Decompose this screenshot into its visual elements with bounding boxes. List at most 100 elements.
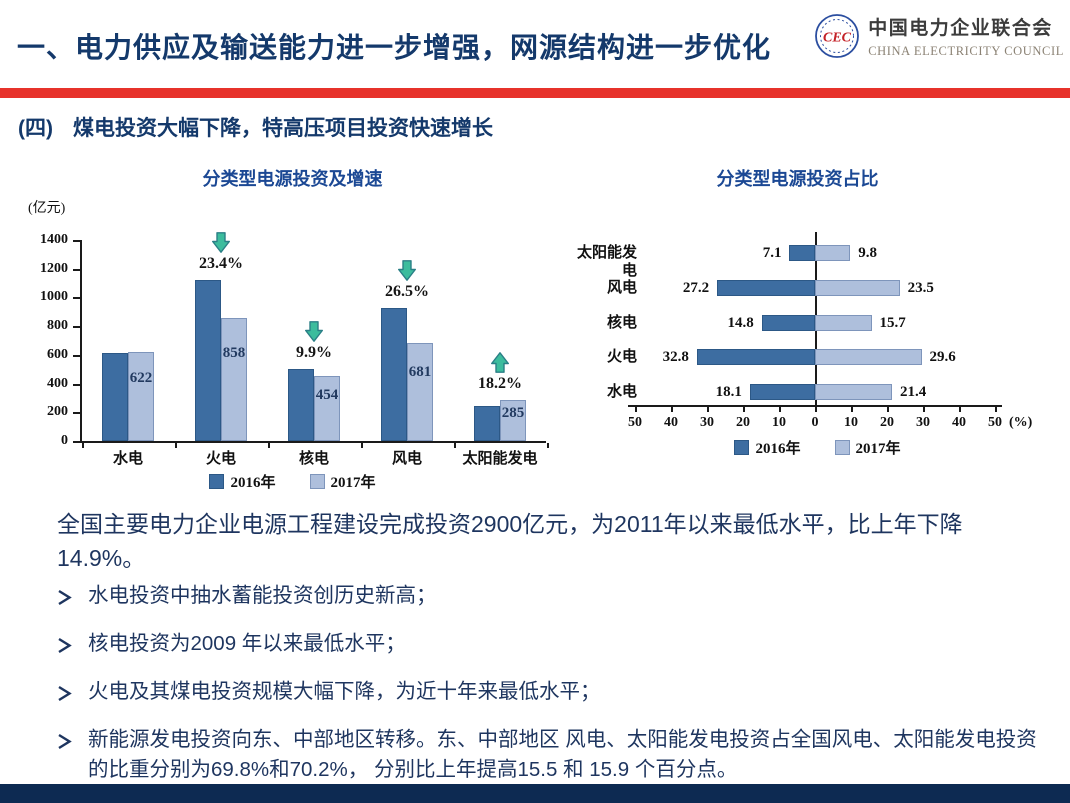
row-category-label: 核电 bbox=[606, 314, 637, 331]
x-category-label: 风电 bbox=[391, 451, 422, 467]
x-tick bbox=[923, 407, 925, 412]
x-category-label: 核电 bbox=[298, 451, 329, 467]
bar-2017-太阳能发电 bbox=[500, 400, 526, 441]
x-tick-label: 20 bbox=[880, 415, 894, 430]
value-label-2016: 27.2 bbox=[682, 279, 710, 296]
x-category-label: 水电 bbox=[112, 451, 143, 467]
bullet-text: 新能源发电投资向东、中部地区转移。东、中部地区 风电、太阳能发电投资占全国风电、… bbox=[88, 728, 1037, 781]
bullet-text: 火电及其煤电投资规模大幅下降，为近十年来最低水平； bbox=[88, 680, 601, 703]
arrowhead-bullet-icon bbox=[57, 725, 88, 785]
bullet-item: 火电及其煤电投资规模大幅下降，为近十年来最低水平； bbox=[57, 677, 1052, 711]
legend-swatch-icon bbox=[834, 440, 850, 455]
bar-2016-风电 bbox=[381, 307, 407, 441]
x-tick bbox=[81, 443, 84, 448]
y-tick-label: 1200 bbox=[40, 260, 68, 276]
growth-pct-label: 9.9% bbox=[296, 343, 332, 361]
y-tick-label: 400 bbox=[47, 375, 68, 391]
y-tick-label: 800 bbox=[47, 318, 68, 334]
growth-pct-label: 18.2% bbox=[478, 375, 522, 393]
bar-2017-太阳能发电 bbox=[815, 245, 851, 261]
x-tick bbox=[546, 443, 549, 448]
x-tick-label: 50 bbox=[628, 415, 642, 430]
x-tick bbox=[743, 407, 745, 412]
x-tick-label: 50 bbox=[988, 415, 1002, 430]
bullet-item: 新能源发电投资向东、中部地区转移。东、中部地区 风电、太阳能发电投资占全国风电、… bbox=[57, 725, 1052, 785]
bar-2016-风电 bbox=[717, 279, 815, 296]
x-tick bbox=[815, 407, 817, 412]
x-tick bbox=[779, 407, 781, 412]
arrowhead-bullet-icon bbox=[57, 629, 88, 663]
bar-2016-核电 bbox=[288, 368, 314, 441]
x-tick-label: 30 bbox=[916, 415, 930, 430]
page-title: 一、电力供应及输送能力进一步增强，网源结构进一步优化 bbox=[17, 32, 772, 63]
y-tick-label: 0 bbox=[61, 433, 68, 448]
legend-label: 2016年 bbox=[230, 475, 276, 491]
y-tick bbox=[73, 240, 80, 242]
chart2-plot: 50 40 30 20 10 0 10 20 30 40 50 (%) 太阳能发电 7.1 9.8 风电 27.… bbox=[565, 165, 1070, 500]
x-axis bbox=[80, 441, 546, 443]
arrowhead-bullet-icon bbox=[57, 581, 88, 615]
value-label-2017: 21.4 bbox=[900, 384, 927, 401]
y-tick bbox=[73, 268, 80, 271]
chart1-legend: 2016年 2017年 bbox=[20, 471, 565, 492]
bar-2016-水电 bbox=[749, 384, 815, 401]
chart1-title: 分类型电源投资及增速 bbox=[202, 169, 383, 189]
legend-label: 2017年 bbox=[855, 441, 901, 457]
x-tick-label: 40 bbox=[664, 415, 678, 430]
bullet-list: 水电投资中抽水蓄能投资创历史新高； 核电投资为2009 年以来最低水平； 火电及… bbox=[57, 581, 1052, 799]
up-arrow-icon bbox=[490, 352, 509, 373]
legend-swatch-icon bbox=[309, 474, 325, 489]
bar-2016-太阳能发电 bbox=[789, 245, 815, 261]
arrowhead-bullet-icon bbox=[57, 677, 88, 711]
x-category-label: 火电 bbox=[205, 451, 236, 467]
logo-text: 中国电力企业联合会 CHINA ELECTRICITY COUNCIL bbox=[868, 13, 1064, 59]
bar-2016-火电 bbox=[195, 280, 221, 441]
x-tick-label: 10 bbox=[844, 415, 858, 430]
legend-label: 2016年 bbox=[755, 441, 801, 457]
legend-item-2017年: 2017年 bbox=[834, 437, 901, 458]
red-divider bbox=[0, 88, 1070, 98]
value-label-2016: 32.8 bbox=[662, 349, 689, 366]
bar-2017-水电 bbox=[128, 351, 154, 441]
x-tick bbox=[671, 407, 673, 412]
y-tick-label: 1000 bbox=[40, 289, 68, 305]
row-category-label: 太阳能发电 bbox=[576, 245, 637, 279]
bar-2016-太阳能发电 bbox=[474, 406, 500, 441]
x-tick-label: 10 bbox=[772, 415, 786, 430]
y-tick-label: 1400 bbox=[40, 232, 68, 247]
y-tick bbox=[73, 412, 80, 415]
bar-2017-核电 bbox=[815, 314, 872, 331]
x-tick bbox=[995, 407, 997, 412]
down-arrow-icon bbox=[304, 320, 323, 342]
value-label-2016: 14.8 bbox=[727, 314, 754, 331]
x-axis bbox=[628, 405, 1002, 407]
chart2-legend: 2016年 2017年 bbox=[565, 437, 1070, 458]
value-label-2017: 29.6 bbox=[929, 349, 956, 366]
y-axis bbox=[80, 240, 82, 443]
x-tick bbox=[959, 407, 961, 412]
logo-org-name-en: CHINA ELECTRICITY COUNCIL bbox=[868, 44, 1064, 58]
bullet-text: 核电投资为2009 年以来最低水平； bbox=[88, 632, 406, 655]
bar-2017-风电 bbox=[815, 279, 900, 296]
y-tick bbox=[73, 354, 80, 357]
bar-value-label: 858 bbox=[222, 345, 246, 362]
value-label-2017: 23.5 bbox=[907, 279, 934, 296]
x-tick-label: 30 bbox=[700, 415, 714, 430]
y-tick bbox=[73, 326, 80, 329]
legend-item-2016年: 2016年 bbox=[734, 437, 801, 458]
header: 一、电力供应及输送能力进一步增强，网源结构进一步优化 CEC 中国电力企业联合会… bbox=[0, 0, 1070, 88]
chart-investment-share: 分类型电源投资占比 50 40 30 20 10 0 10 20 30 40 50 (%) 太阳能发电 7… bbox=[565, 165, 1070, 500]
cec-emblem-icon: CEC bbox=[815, 14, 860, 58]
section-title: (四) 煤电投资大幅下降，特高压项目投资快速增长 bbox=[18, 112, 493, 142]
x-category-label: 太阳能发电 bbox=[462, 451, 538, 467]
section-title-text: 煤电投资大幅下降，特高压项目投资快速增长 bbox=[73, 117, 493, 140]
x-tick bbox=[267, 443, 270, 448]
x-tick-label: 0 bbox=[811, 415, 819, 430]
y-tick-label: 600 bbox=[47, 346, 68, 362]
summary-paragraph: 全国主要电力企业电源工程建设完成投资2900亿元，为2011年以来最低水平，比上… bbox=[57, 511, 963, 571]
bar-2017-核电 bbox=[314, 375, 340, 441]
row-category-label: 水电 bbox=[606, 384, 637, 401]
bar-2017-火电 bbox=[815, 349, 922, 366]
growth-pct-label: 26.5% bbox=[385, 282, 429, 300]
x-tick bbox=[360, 443, 363, 448]
